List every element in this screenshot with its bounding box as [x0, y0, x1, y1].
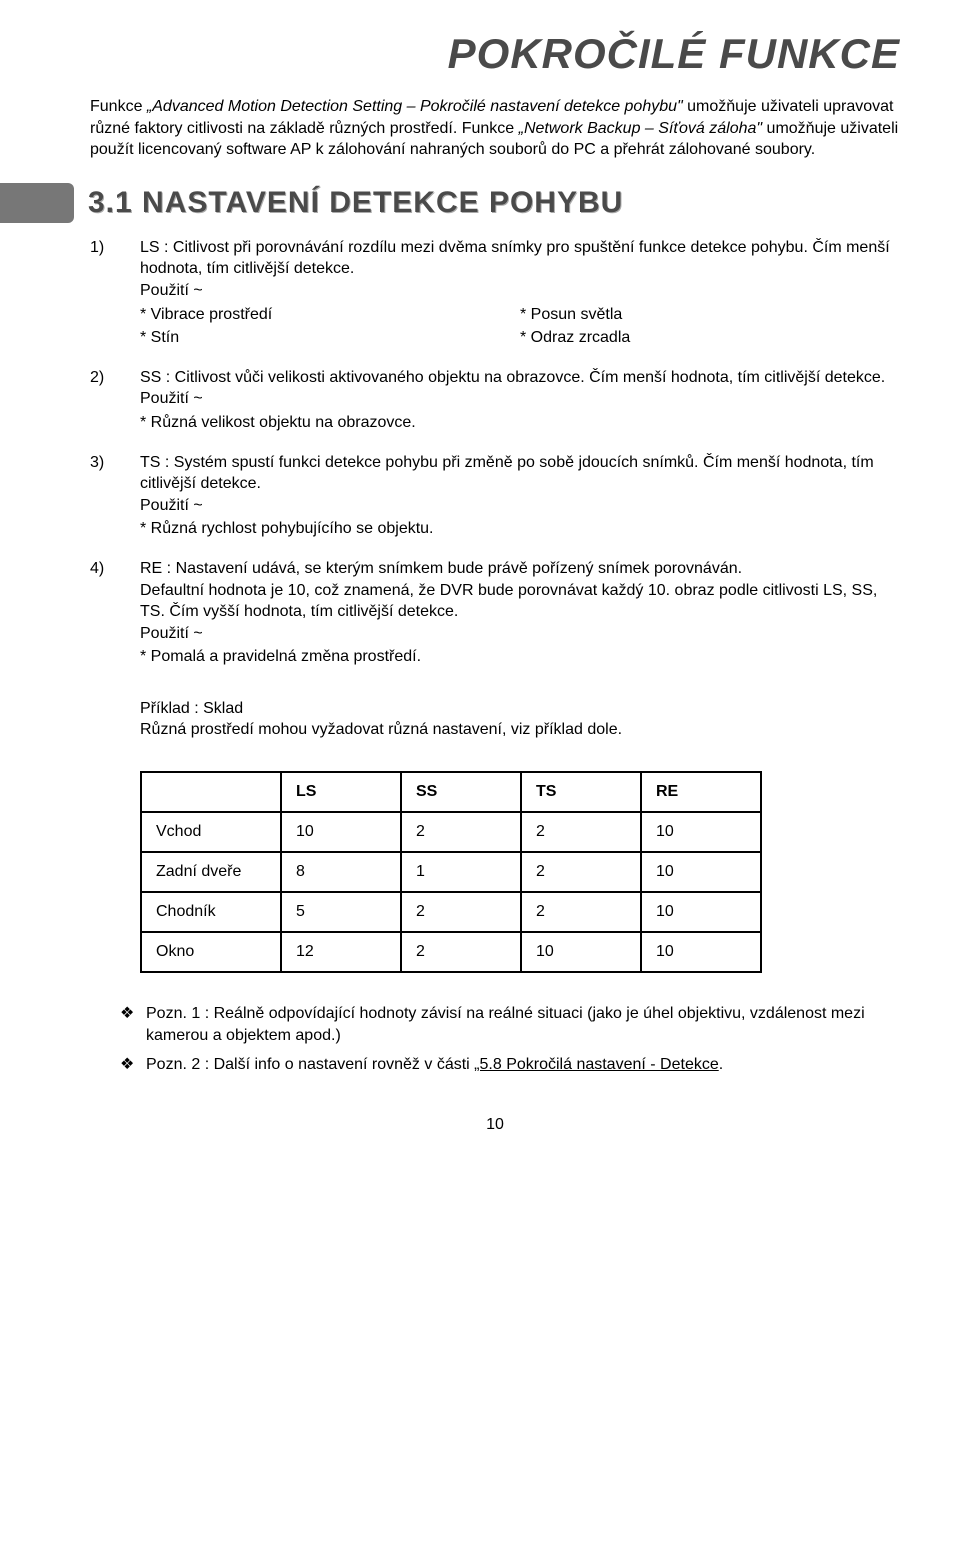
bullet-icon: ❖ — [120, 1054, 146, 1076]
bullet-icon: ❖ — [120, 1003, 146, 1048]
note-link: „5.8 Pokročilá nastavení - Detekce — [474, 1056, 719, 1073]
table-row: Vchod 10 2 2 10 — [141, 812, 761, 852]
item-body: SS : Citlivost vůči velikosti aktivované… — [140, 367, 900, 434]
table-cell: 10 — [641, 852, 761, 892]
use-label: Použití ~ — [140, 495, 900, 517]
sub-item: * Pomalá a pravidelná změna prostředí. — [140, 646, 900, 668]
table-cell: 2 — [401, 932, 521, 972]
sub-row: * Vibrace prostředí * Posun světla — [140, 304, 900, 326]
table-cell: 12 — [281, 932, 401, 972]
table-cell: Chodník — [141, 892, 281, 932]
table-cell: 2 — [521, 892, 641, 932]
use-label: Použití ~ — [140, 280, 900, 302]
section-heading-row: 3.1 NASTAVENÍ DETEKCE POHYBU — [0, 183, 900, 223]
item-text: LS : Citlivost při porovnávání rozdílu m… — [140, 237, 900, 280]
table-cell: Vchod — [141, 812, 281, 852]
intro-italic-2: „Network Backup – Síťová záloha" — [519, 120, 762, 137]
list-item: 1) LS : Citlivost při porovnávání rozdíl… — [90, 237, 900, 349]
sub-item: * Posun světla — [520, 304, 900, 326]
notes-block: ❖ Pozn. 1 : Reálně odpovídající hodnoty … — [120, 1003, 900, 1076]
sub-row: * Stín * Odraz zrcadla — [140, 327, 900, 349]
table-cell: Zadní dveře — [141, 852, 281, 892]
note-text-a: Pozn. 2 : Další info o nastavení rovněž … — [146, 1056, 474, 1073]
intro-text: Funkce — [90, 98, 147, 115]
item-number: 4) — [90, 558, 140, 668]
sub-row: * Různá rychlost pohybujícího se objektu… — [140, 518, 900, 540]
sub-item: * Různá velikost objektu na obrazovce. — [140, 412, 900, 434]
table-header-row: LS SS TS RE — [141, 772, 761, 812]
sub-row: * Různá velikost objektu na obrazovce. — [140, 412, 900, 434]
sub-item: * Různá rychlost pohybujícího se objektu… — [140, 518, 900, 540]
table-header-cell: TS — [521, 772, 641, 812]
example-line-1: Příklad : Sklad — [140, 698, 900, 720]
sub-item: * Stín — [140, 327, 520, 349]
list-item: 4) RE : Nastavení udává, se kterým snímk… — [90, 558, 900, 668]
section-tab-decoration — [0, 183, 74, 223]
item-text-2: Defaultní hodnota je 10, což znamená, že… — [140, 580, 900, 623]
table-header-cell: SS — [401, 772, 521, 812]
note-text: Pozn. 2 : Další info o nastavení rovněž … — [146, 1054, 900, 1076]
list-item: 2) SS : Citlivost vůči velikosti aktivov… — [90, 367, 900, 434]
table-row: Chodník 5 2 2 10 — [141, 892, 761, 932]
table-header-cell: RE — [641, 772, 761, 812]
use-label: Použití ~ — [140, 623, 900, 645]
item-number: 1) — [90, 237, 140, 349]
list-item: 3) TS : Systém spustí funkci detekce poh… — [90, 452, 900, 540]
example-line-2: Různá prostředí mohou vyžadovat různá na… — [140, 719, 900, 741]
item-text: TS : Systém spustí funkci detekce pohybu… — [140, 452, 900, 495]
table-cell: 10 — [641, 932, 761, 972]
item-text: SS : Citlivost vůči velikosti aktivované… — [140, 367, 900, 389]
table-row: Okno 12 2 10 10 — [141, 932, 761, 972]
settings-table: LS SS TS RE Vchod 10 2 2 10 Zadní dveře … — [140, 771, 762, 973]
example-block: Příklad : Sklad Různá prostředí mohou vy… — [140, 698, 900, 741]
item-body: RE : Nastavení udává, se kterým snímkem … — [140, 558, 900, 668]
item-text: RE : Nastavení udává, se kterým snímkem … — [140, 558, 900, 580]
intro-paragraph: Funkce „Advanced Motion Detection Settin… — [90, 96, 900, 161]
table-cell: 10 — [521, 932, 641, 972]
table-cell: Okno — [141, 932, 281, 972]
note-row: ❖ Pozn. 2 : Další info o nastavení rovně… — [120, 1054, 900, 1076]
page-title: POKROČILÉ FUNKCE — [90, 30, 900, 78]
page-number: 10 — [90, 1116, 900, 1134]
sub-item: * Odraz zrcadla — [520, 327, 900, 349]
table-cell: 8 — [281, 852, 401, 892]
table-header-cell — [141, 772, 281, 812]
section-heading: 3.1 NASTAVENÍ DETEKCE POHYBU — [88, 186, 623, 220]
sub-item: * Vibrace prostředí — [140, 304, 520, 326]
table-cell: 2 — [521, 852, 641, 892]
table-header-cell: LS — [281, 772, 401, 812]
table-cell: 2 — [401, 812, 521, 852]
table-cell: 2 — [521, 812, 641, 852]
item-body: LS : Citlivost při porovnávání rozdílu m… — [140, 237, 900, 349]
table-cell: 10 — [641, 812, 761, 852]
item-body: TS : Systém spustí funkci detekce pohybu… — [140, 452, 900, 540]
table-row: Zadní dveře 8 1 2 10 — [141, 852, 761, 892]
table-cell: 10 — [641, 892, 761, 932]
item-number: 2) — [90, 367, 140, 434]
sub-row: * Pomalá a pravidelná změna prostředí. — [140, 646, 900, 668]
note-text: Pozn. 1 : Reálně odpovídající hodnoty zá… — [146, 1003, 900, 1048]
intro-italic-1: „Advanced Motion Detection Setting – Pok… — [147, 98, 683, 115]
use-label: Použití ~ — [140, 388, 900, 410]
item-number: 3) — [90, 452, 140, 540]
note-text-c: . — [719, 1056, 723, 1073]
table-cell: 1 — [401, 852, 521, 892]
note-row: ❖ Pozn. 1 : Reálně odpovídající hodnoty … — [120, 1003, 900, 1048]
table-cell: 10 — [281, 812, 401, 852]
table-cell: 2 — [401, 892, 521, 932]
table-cell: 5 — [281, 892, 401, 932]
